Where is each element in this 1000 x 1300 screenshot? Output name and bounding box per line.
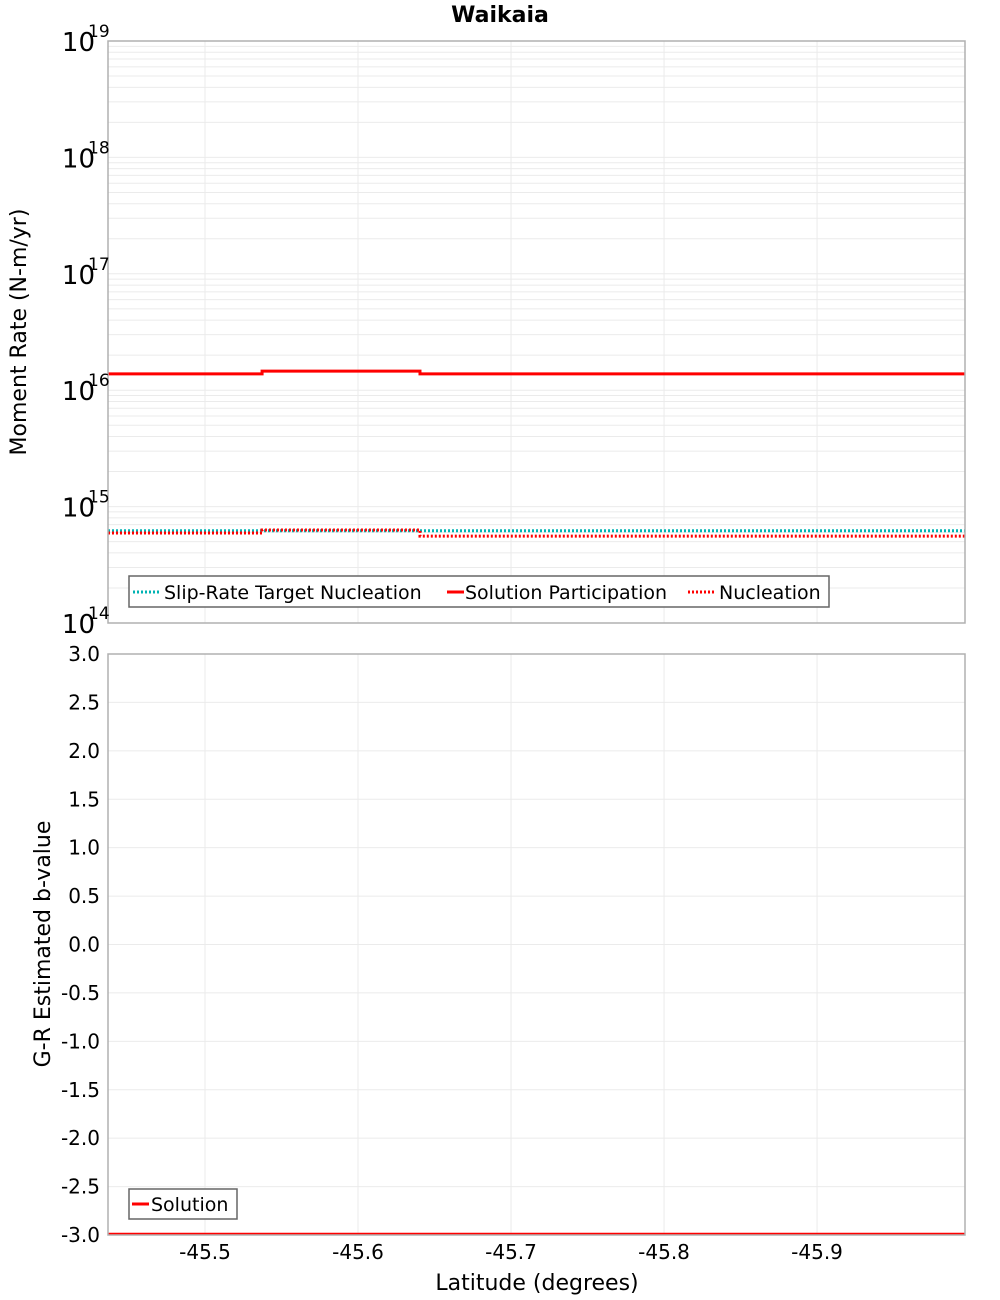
b-value-plot: 3.0 2.5 2.0 1.5 1.0 0.5 0.0 -0.5 -1.0 -1.5 -2.0 -2.…	[31, 642, 966, 1247]
y-tick-label: -2.5	[61, 1175, 100, 1199]
y-tick-label: -1.0	[61, 1029, 100, 1053]
y-tick-label: -2.0	[61, 1126, 100, 1150]
y-tick-label: 1.0	[68, 836, 100, 860]
x-tick-labels: -45.5 -45.6 -45.7 -45.8 -45.9	[179, 1240, 843, 1264]
lower-plot-frame	[107, 653, 966, 1236]
y-tick-exponent: 15	[88, 488, 110, 508]
y-tick-exponent: 16	[88, 371, 110, 391]
y-tick-base: 10	[62, 494, 95, 524]
y-tick-label: 0.0	[68, 933, 100, 957]
upper-plot-frame	[107, 40, 966, 624]
y-tick-exponent: 18	[88, 138, 110, 158]
series-line	[108, 369, 965, 376]
y-tick-label: -0.5	[61, 981, 100, 1005]
y-tick-label: 2.0	[68, 739, 100, 763]
y-tick-label: 1.5	[68, 787, 100, 811]
upper-grid	[108, 41, 965, 624]
x-tick-label: -45.9	[791, 1240, 843, 1264]
upper-legend: Slip-Rate Target Nucleation Solution Par…	[128, 575, 830, 608]
y-tick-exponent: 19	[88, 22, 110, 42]
y-tick-label: 2.5	[68, 690, 100, 714]
y-tick-label: -1.5	[61, 1078, 100, 1102]
y-tick-label: 3.0	[68, 642, 100, 666]
series-line	[108, 528, 965, 538]
lower-y-axis-title: G-R Estimated b-value	[31, 821, 56, 1068]
upper-y-axis-title: Moment Rate (N-m/yr)	[7, 209, 32, 456]
y-tick-base: 10	[62, 261, 95, 291]
lower-grid	[108, 653, 965, 1236]
y-tick-label: -3.0	[61, 1223, 100, 1247]
upper-series	[108, 369, 965, 538]
legend-target-label: Slip-Rate Target Nucleation	[164, 582, 422, 604]
legend-nucleation-label: Nucleation	[719, 582, 821, 604]
x-tick-label: -45.7	[485, 1240, 537, 1264]
x-tick-label: -45.8	[638, 1240, 690, 1264]
x-tick-label: -45.5	[179, 1240, 231, 1264]
y-tick-exponent: 14	[88, 604, 110, 624]
y-tick-base: 10	[62, 28, 95, 58]
legend-participation-label: Solution Participation	[465, 582, 667, 604]
lower-legend: Solution	[128, 1188, 238, 1220]
lower-y-tick-labels: 3.0 2.5 2.0 1.5 1.0 0.5 0.0 -0.5 -1.0 -1.5 -2.0 -2.…	[61, 642, 100, 1247]
y-tick-base: 10	[62, 377, 95, 407]
chart-title: Waikaia	[451, 3, 549, 28]
y-tick-base: 10	[62, 610, 95, 640]
y-tick-exponent: 17	[88, 255, 110, 275]
y-tick-label: 0.5	[68, 884, 100, 908]
x-axis-title: Latitude (degrees)	[435, 1271, 638, 1296]
legend-solution-label: Solution	[151, 1194, 228, 1216]
y-tick-base: 10	[62, 144, 95, 174]
x-tick-label: -45.6	[332, 1240, 384, 1264]
